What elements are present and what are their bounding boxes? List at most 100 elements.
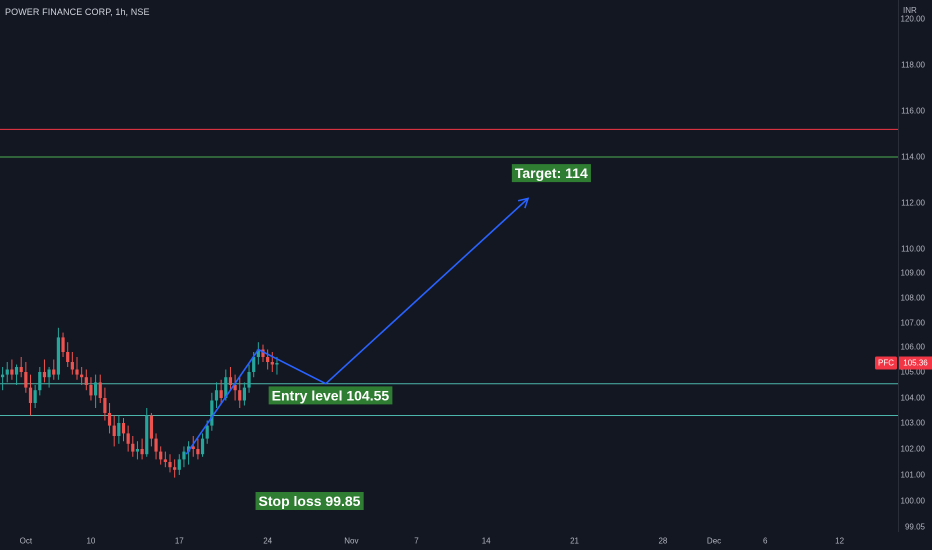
y-tick-label: 103.00	[901, 419, 926, 428]
candle	[219, 379, 223, 403]
candle	[19, 357, 23, 378]
annotation-text: Target: 114	[515, 165, 588, 181]
candle	[261, 344, 265, 362]
candle	[121, 418, 126, 442]
candle	[61, 332, 65, 357]
candle	[28, 374, 33, 416]
candle	[270, 352, 274, 372]
y-tick-label: 99.05	[905, 523, 926, 532]
candle	[266, 349, 270, 370]
candle-body	[140, 449, 144, 455]
candle	[247, 364, 251, 393]
candle-body	[205, 425, 209, 439]
x-tick-label: Nov	[344, 537, 358, 546]
y-tick-label: 116.00	[901, 107, 925, 116]
last-price-badge: PFC 105.36	[875, 356, 932, 370]
candle	[173, 459, 177, 478]
candle	[94, 374, 98, 408]
candle	[196, 438, 200, 460]
ticker-badge	[875, 356, 897, 370]
candle	[75, 357, 79, 380]
price-badge-text: 105.36	[903, 359, 928, 368]
x-tick-label: 12	[835, 537, 844, 546]
y-tick-label: 120.00	[901, 15, 926, 24]
candle	[200, 433, 205, 457]
candle-body	[233, 385, 237, 391]
candle	[163, 451, 167, 468]
annotation-bg	[255, 492, 364, 510]
candle-body	[98, 382, 102, 398]
candle	[135, 441, 140, 460]
candle	[112, 415, 116, 447]
candle-body	[131, 443, 135, 452]
x-tick-label: 17	[175, 537, 184, 546]
candle	[24, 362, 28, 393]
candles-group	[1, 327, 279, 478]
candle	[89, 377, 93, 401]
candle	[107, 403, 112, 434]
y-tick-label: 105.00	[901, 368, 926, 377]
y-tick-label: 102.00	[901, 445, 926, 454]
x-tick-label: Oct	[20, 537, 33, 546]
annotation-label: Target: 114	[511, 164, 591, 183]
candle	[33, 385, 37, 408]
x-tick-label: 24	[263, 537, 272, 546]
candle-body	[261, 349, 265, 357]
candle-body	[14, 367, 19, 375]
candle	[224, 369, 228, 401]
x-axis: Oct 10 17 24 Nov 7 14 21 28 Dec 6 12	[20, 537, 845, 546]
candle-body	[238, 390, 242, 401]
candle	[80, 367, 84, 385]
x-tick-label: 21	[570, 537, 579, 546]
candle	[228, 367, 233, 391]
candle-body	[210, 400, 214, 426]
candle-body	[1, 374, 5, 378]
candle	[214, 382, 219, 408]
candle-body	[70, 362, 74, 370]
candle-body	[24, 372, 28, 388]
candle-body	[219, 390, 223, 398]
candle	[117, 415, 121, 444]
ticker-badge-text: PFC	[878, 359, 894, 368]
candle-body	[252, 357, 256, 372]
candle	[233, 374, 237, 401]
candle-body	[80, 374, 84, 378]
candle-body	[56, 337, 60, 375]
candle-body	[182, 451, 186, 460]
candle-body	[159, 451, 163, 460]
candle-body	[242, 387, 246, 401]
candle-body	[270, 362, 274, 365]
candle	[1, 367, 5, 391]
candle	[52, 359, 56, 380]
candle	[38, 367, 42, 396]
candle	[42, 359, 47, 383]
candle	[84, 369, 88, 391]
y-tick-label: 114.00	[901, 153, 925, 162]
candle-body	[266, 357, 270, 362]
candle-body	[135, 449, 140, 452]
candle	[238, 377, 242, 408]
candle	[242, 382, 246, 406]
annotation-label: Stop loss 99.85	[255, 492, 364, 510]
candle	[103, 387, 107, 421]
candle	[182, 446, 186, 468]
candle	[159, 446, 163, 465]
candle	[145, 408, 149, 457]
projection-arrow	[185, 197, 530, 455]
candle-body	[200, 438, 205, 455]
candle	[10, 359, 14, 380]
candle	[149, 413, 153, 447]
x-tick-label: 7	[414, 537, 419, 546]
candle	[5, 362, 9, 383]
candle-body	[247, 372, 251, 388]
candle-body	[196, 449, 200, 455]
candle	[177, 454, 181, 475]
candle-body	[177, 459, 181, 470]
candle	[98, 374, 102, 403]
candle-body	[42, 372, 47, 378]
candle-body	[224, 377, 228, 398]
candle-body	[121, 423, 126, 434]
price-badge	[899, 356, 932, 370]
